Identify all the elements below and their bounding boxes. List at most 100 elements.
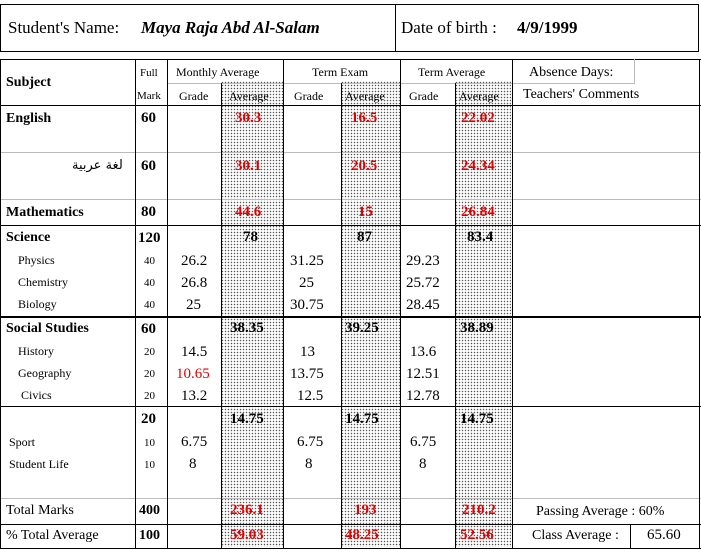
- science-monthly-avg: 78: [243, 229, 258, 245]
- activities-exam-avg: 14.75: [345, 411, 379, 427]
- monthly-grade-header: Grade: [179, 89, 209, 103]
- class-average-value: 65.60: [647, 527, 681, 543]
- science-label: Science: [6, 230, 51, 245]
- english-label: English: [6, 111, 52, 126]
- physics-exam-grade: 31.25: [290, 253, 324, 269]
- arabic-exam-avg: 20.5: [351, 158, 378, 174]
- pct-term: 52.56: [460, 527, 494, 543]
- subject-header: Subject: [6, 75, 52, 90]
- activities-full: 20: [141, 411, 156, 427]
- full-header: Full: [140, 67, 158, 79]
- dob-label: Date of birth :: [401, 18, 497, 37]
- math-label: Mathematics: [6, 205, 84, 220]
- science-term-avg: 83.4: [467, 229, 494, 245]
- total-full: 400: [139, 503, 160, 518]
- dob-value: 4/9/1999: [517, 18, 578, 37]
- student-name: Maya Raja Abd Al-Salam: [141, 18, 320, 37]
- social-studies-exam-avg: 39.25: [345, 320, 379, 336]
- activities-monthly-avg: 14.75: [230, 411, 264, 427]
- activities-term-avg: 14.75: [460, 411, 494, 427]
- geography-label: Geography: [18, 366, 72, 380]
- physics-term-grade: 29.23: [406, 253, 440, 269]
- chemistry-label: Chemistry: [18, 275, 68, 289]
- biology-term-grade: 28.45: [406, 297, 440, 313]
- teachers-comments-label: Teachers' Comments: [523, 87, 640, 102]
- student-life-exam-grade: 8: [305, 456, 313, 472]
- physics-monthly-grade: 26.2: [181, 253, 208, 269]
- term-exam-average-column: [341, 81, 400, 547]
- chemistry-monthly-grade: 26.8: [181, 275, 208, 291]
- exam-avg-header: Average: [345, 89, 385, 103]
- pct-exam: 48.25: [345, 527, 379, 543]
- student-header: Student's Name: Maya Raja Abd Al-Salam D…: [0, 4, 699, 52]
- arabic-term-avg: 24.34: [461, 158, 495, 174]
- physics-full: 40: [144, 255, 155, 267]
- term-average-column: [455, 81, 511, 547]
- biology-full: 40: [144, 299, 155, 311]
- history-full: 20: [144, 346, 155, 358]
- total-term: 210.2: [462, 502, 496, 518]
- social-studies-full: 60: [141, 321, 156, 337]
- chemistry-exam-grade: 25: [299, 275, 314, 291]
- monthly-average-column: [221, 81, 284, 547]
- sport-exam-grade: 6.75: [297, 434, 324, 450]
- civics-monthly-grade: 13.2: [181, 388, 208, 404]
- pct-total-label: % Total Average: [6, 528, 99, 543]
- term-average-header: Term Average: [418, 65, 486, 79]
- arabic-full: 60: [141, 158, 156, 174]
- english-full: 60: [141, 110, 156, 126]
- total-exam: 193: [354, 502, 377, 518]
- history-exam-grade: 13: [300, 344, 315, 360]
- biology-label: Biology: [18, 297, 57, 311]
- geography-full: 20: [144, 368, 155, 380]
- pct-monthly: 59.03: [230, 527, 264, 543]
- absence-days-label: Absence Days:: [529, 65, 614, 80]
- chemistry-full: 40: [144, 277, 155, 289]
- class-average-label: Class Average :: [532, 528, 619, 543]
- civics-full: 20: [144, 390, 155, 402]
- biology-exam-grade: 30.75: [290, 297, 324, 313]
- student-life-monthly-grade: 8: [189, 456, 197, 472]
- math-monthly-avg: 44.6: [235, 204, 262, 220]
- social-studies-term-avg: 38.89: [460, 320, 494, 336]
- sport-monthly-grade: 6.75: [181, 434, 208, 450]
- biology-monthly-grade: 25: [186, 297, 201, 313]
- student-life-label: Student Life: [9, 457, 69, 471]
- history-label: History: [18, 344, 54, 358]
- geography-exam-grade: 13.75: [290, 366, 324, 382]
- history-term-grade: 13.6: [410, 344, 437, 360]
- chemistry-term-grade: 25.72: [406, 275, 440, 291]
- geography-monthly-grade: 10.65: [176, 366, 210, 382]
- english-monthly-avg: 30.3: [235, 110, 262, 126]
- math-exam-avg: 15: [358, 204, 373, 220]
- monthly-average-header: Monthly Average: [176, 65, 260, 79]
- total-marks-label: Total Marks: [6, 503, 74, 518]
- mark-header: Mark: [137, 90, 161, 102]
- student-life-full: 10: [144, 459, 155, 471]
- english-term-avg: 22.02: [461, 110, 495, 126]
- arabic-monthly-avg: 30.1: [235, 158, 262, 174]
- sport-full: 10: [144, 437, 155, 449]
- term-exam-header: Term Exam: [312, 65, 369, 79]
- monthly-avg-header: Average: [229, 89, 269, 103]
- exam-grade-header: Grade: [294, 89, 324, 103]
- passing-average: Passing Average : 60%: [536, 504, 665, 519]
- header-divider: [395, 5, 396, 51]
- term-avg-col-header: Average: [459, 89, 499, 103]
- sport-term-grade: 6.75: [410, 434, 437, 450]
- student-name-label: Student's Name:: [8, 18, 120, 37]
- sport-label: Sport: [9, 435, 36, 449]
- english-exam-avg: 16.5: [351, 110, 378, 126]
- science-exam-avg: 87: [357, 229, 372, 245]
- arabic-label: لغة عربية: [72, 158, 123, 173]
- term-grade-header: Grade: [409, 89, 439, 103]
- math-full: 80: [141, 204, 156, 220]
- social-studies-label: Social Studies: [6, 321, 89, 336]
- civics-exam-grade: 12.5: [297, 388, 324, 404]
- civics-term-grade: 12.78: [406, 388, 440, 404]
- science-full: 120: [138, 230, 161, 246]
- civics-label: Civics: [21, 388, 52, 402]
- total-monthly: 236.1: [230, 502, 264, 518]
- pct-full: 100: [139, 528, 160, 543]
